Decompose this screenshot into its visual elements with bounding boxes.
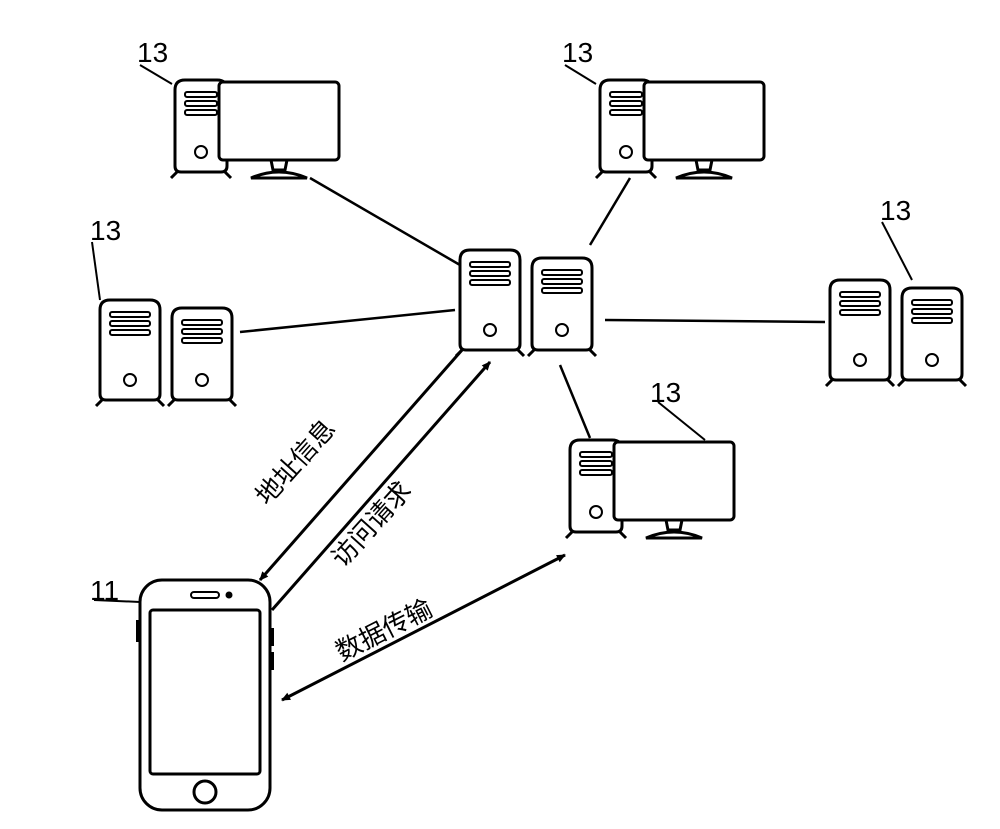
node-label: 11 [90,575,119,606]
servers-node [826,280,966,386]
node-label: 13 [562,37,593,68]
phone-node [136,580,274,810]
edge [240,310,455,332]
pc-node [171,80,339,178]
arrow-label: 地址信息 [250,414,341,511]
pc-node [566,440,734,538]
leader-line [92,242,100,300]
arrow [272,362,490,610]
leader-line [882,222,912,280]
pc-node [596,80,764,178]
node-label: 13 [90,215,121,246]
node-label: 13 [137,37,168,68]
node-label: 13 [650,377,681,408]
edge [605,320,825,322]
node-layer [96,80,966,810]
network-diagram: 131313131311地址信息访问请求数据传输 [0,0,1000,829]
node-label: 13 [880,195,911,226]
edge [590,178,630,245]
arrow-label: 数据传输 [331,594,437,667]
edge [310,178,460,265]
arrow [282,555,565,700]
edge [560,365,590,438]
servers-node [456,250,596,356]
arrow-layer [260,350,565,700]
servers-node [96,300,236,406]
